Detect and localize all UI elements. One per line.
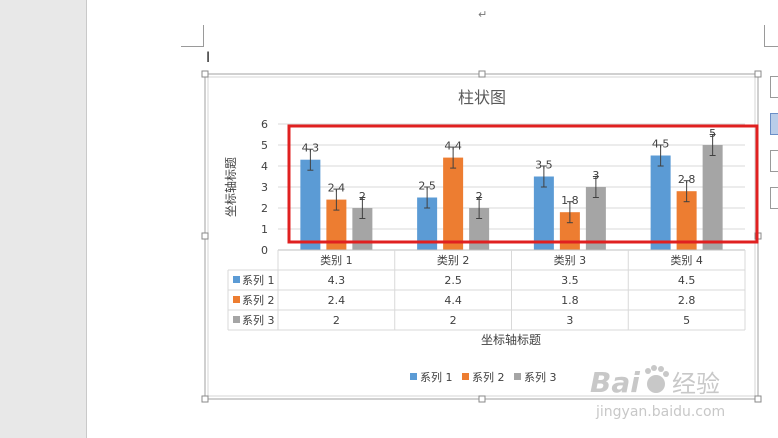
data-label: 1.8 (561, 194, 579, 207)
y-tick-label: 4 (261, 160, 268, 173)
table-cell: 2.8 (678, 294, 696, 307)
y-tick-label: 2 (261, 202, 268, 215)
y-axis-ticks: 0 1 2 3 4 5 6 (261, 118, 268, 257)
bar[interactable] (676, 191, 697, 250)
bar[interactable] (352, 208, 373, 250)
y-tick-label: 3 (261, 181, 268, 194)
category-label: 类别 2 (437, 253, 470, 267)
legend-label: 系列 1 (420, 370, 453, 384)
crop-mark-top-left-v (203, 25, 204, 47)
resize-handle[interactable] (754, 70, 762, 78)
resize-handle[interactable] (201, 232, 209, 240)
red-highlight-box (287, 124, 759, 244)
bar[interactable] (650, 155, 671, 251)
resize-handle[interactable] (478, 70, 486, 78)
y-tick-label: 6 (261, 118, 268, 131)
chart-filters-button[interactable] (770, 187, 778, 209)
data-label: 2 (476, 190, 483, 203)
chart-styles-button[interactable] (770, 150, 778, 172)
data-label: 4.3 (302, 142, 320, 155)
table-cell: 2.4 (328, 294, 346, 307)
table-cell: 4.5 (678, 274, 696, 287)
bar[interactable] (533, 176, 554, 251)
bar[interactable] (417, 197, 438, 251)
table-legend-key (233, 316, 240, 323)
resize-handle[interactable] (201, 70, 209, 78)
category-label: 类别 4 (670, 253, 703, 267)
legend-label: 系列 2 (472, 370, 505, 384)
bar[interactable] (469, 208, 490, 250)
chart-elements-button[interactable] (770, 113, 778, 135)
bar[interactable] (443, 157, 464, 250)
chart-title[interactable]: 柱状图 (458, 88, 506, 107)
resize-handle[interactable] (478, 395, 486, 403)
data-label: 3 (592, 169, 599, 182)
bar[interactable] (702, 145, 723, 250)
table-cell: 1.8 (561, 294, 579, 307)
category-label: 类别 3 (554, 253, 587, 267)
paragraph-return-mark: ↵ (478, 8, 488, 21)
gridlines (278, 123, 745, 251)
table-series-name: 系列 1 (242, 273, 275, 287)
crop-mark-top-left-h (181, 46, 203, 47)
table-cell: 2.5 (444, 274, 462, 287)
resize-handle[interactable] (754, 395, 762, 403)
table-legend-key (233, 276, 240, 283)
data-label: 3.5 (535, 159, 553, 172)
data-labels: 4.3 2.4 2 2.5 4.4 2 3.5 1.8 3 4.5 2.8 5 (302, 127, 717, 207)
table-cell: 2 (333, 314, 340, 327)
watermark-brand-tail: 经验 (672, 370, 720, 398)
data-label: 4.4 (444, 140, 462, 153)
error-bars (307, 134, 716, 224)
bar[interactable] (585, 187, 606, 250)
bar[interactable] (300, 159, 321, 250)
bars[interactable] (300, 145, 723, 251)
layout-options-button[interactable] (770, 76, 778, 98)
y-tick-label: 1 (261, 223, 268, 236)
data-table[interactable]: 类别 1 类别 2 类别 3 类别 4 系列 1 4.3 2.5 3.5 4.5 系列 2 2.4 4… (227, 249, 746, 331)
legend[interactable]: 系列 1 系列 2 系列 3 (410, 370, 557, 384)
table-cell: 4.3 (328, 274, 346, 287)
table-cell: 3.5 (561, 274, 579, 287)
legend-label: 系列 3 (524, 370, 557, 384)
table-cell: 3 (566, 314, 573, 327)
x-axis-title[interactable]: 坐标轴标题 (481, 332, 541, 347)
data-label: 2.4 (328, 182, 346, 195)
bar[interactable] (326, 199, 347, 250)
crop-mark-top-right-v (764, 25, 765, 47)
data-label: 2 (359, 190, 366, 203)
text-cursor-icon: I (206, 50, 211, 66)
table-cell: 2 (450, 314, 457, 327)
y-tick-label: 0 (261, 244, 268, 257)
paw-icon (645, 365, 669, 393)
table-series-name: 系列 3 (242, 313, 275, 327)
data-label: 2.8 (678, 173, 696, 186)
data-label: 2.5 (418, 180, 436, 193)
resize-handle[interactable] (201, 395, 209, 403)
category-label: 类别 1 (320, 253, 353, 267)
watermark-brand: Bai (590, 366, 640, 399)
legend-key (410, 373, 417, 380)
watermark-url: jingyan.baidu.com (595, 404, 725, 420)
crop-mark-top-right-h (764, 46, 778, 47)
legend-key (514, 373, 521, 380)
data-label: 4.5 (652, 138, 670, 151)
table-cell: 4.4 (444, 294, 462, 307)
table-series-name: 系列 2 (242, 293, 275, 307)
baidu-watermark: Bai 经验 jingyan.baidu.com (590, 365, 725, 420)
table-legend-key (233, 296, 240, 303)
table-cell: 5 (683, 314, 690, 327)
left-gray-pane (0, 0, 87, 438)
data-label: 5 (709, 127, 716, 140)
y-tick-label: 5 (261, 139, 268, 152)
legend-key (462, 373, 469, 380)
y-axis-title[interactable]: 坐标轴标题 (223, 157, 238, 217)
